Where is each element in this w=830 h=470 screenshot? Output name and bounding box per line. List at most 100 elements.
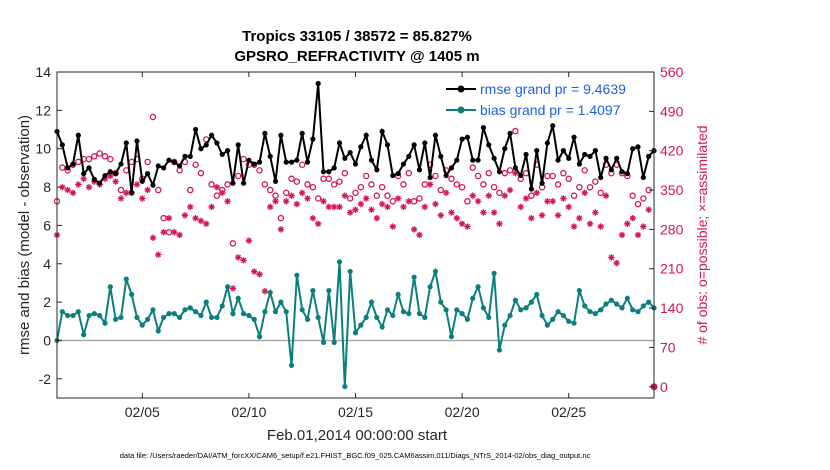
obs-assimilated-marker [133,181,141,188]
rmse-point [614,155,620,161]
obs-assimilated-marker [629,214,636,222]
obs-possible-marker [256,167,263,174]
asterisk-stroke [331,204,337,210]
rmse-point [571,134,577,140]
asterisk-stroke [198,218,204,224]
bias-point [534,291,540,298]
asterisk-stroke [320,198,327,204]
obs-possible-marker [416,195,423,202]
obs-possible-marker [352,189,359,197]
rmse-point [294,157,300,163]
obs-assimilated-marker [373,214,381,222]
bias-point [134,314,140,321]
asterisk-stroke [203,221,209,227]
obs-assimilated-marker [107,172,114,180]
obs-assimilated-marker [501,192,508,199]
y-right-tick-label: 560 [660,64,684,80]
asterisk-stroke [134,181,140,188]
bias-point [123,276,129,282]
asterisk-stroke [262,288,268,294]
asterisk-stroke [427,181,433,188]
y-right-tick-label: 210 [660,261,684,277]
rmse-point [560,148,566,154]
asterisk-stroke [299,190,305,196]
asterisk-stroke [139,195,145,202]
rmse-point [176,163,183,169]
y-axis-right-label: # of obs: o=possible; ×=assimilated [694,125,710,344]
rmse-point [603,155,609,161]
bias-point [224,284,231,290]
rmse-point [523,151,529,158]
obs-assimilated-marker [624,220,631,227]
bias-point [486,314,492,321]
asterisk-stroke [608,254,615,261]
rmse-point [145,171,151,177]
data-file-footer: data file: /Users/raeder/DAI/ATM_forcXX/… [120,451,591,460]
bias-point [219,303,225,309]
obs-possible-marker [528,192,535,199]
rmse-point [608,167,614,173]
obs-assimilated-marker [576,214,583,222]
rmse-point [480,125,487,131]
bias-point [603,301,609,307]
asterisk-stroke [582,190,588,196]
asterisk-stroke [235,254,241,261]
rmse-point [224,148,231,154]
bias-point [256,334,263,340]
bias-point [528,299,535,305]
rmse-point [192,126,199,133]
rmse-point [86,165,92,171]
obs-assimilated-marker [346,209,354,216]
obs-assimilated-marker [426,181,434,188]
asterisk-stroke [294,201,300,207]
legend-label-bias: bias grand pr = 1.4097 [480,102,621,118]
bias-point [65,312,71,319]
y-right-tick-label: 140 [660,300,684,316]
y-right-tick-label: 0 [660,379,668,395]
asterisk-stroke [59,184,66,190]
y-right-tick-label: 490 [660,103,684,119]
bias-point [523,305,529,311]
asterisk-stroke [645,207,652,213]
x-axis: 02/05 02/10 02/15 02/20 02/25 [125,72,586,420]
rmse-point [454,157,460,163]
obs-possible-marker [405,169,413,177]
y-tick-label: 2 [43,294,51,310]
asterisk-stroke [486,192,492,199]
asterisk-stroke [208,204,215,210]
obs-assimilated-marker [634,231,642,239]
asterisk-stroke [224,198,231,204]
bias-point [107,284,113,290]
bias-point [59,309,65,315]
rmse-point [331,165,337,171]
asterisk-stroke [86,184,92,190]
asterisk-stroke [603,192,609,199]
asterisk-stroke [464,223,471,230]
bias-point [587,309,593,315]
rmse-point [150,182,156,188]
rmse-point [555,157,561,163]
obs-assimilated-marker [496,220,503,227]
bias-point [614,301,620,307]
obs-assimilated-marker [549,198,556,205]
bias-point [70,312,76,319]
obs-possible-marker [501,169,508,177]
bias-point [347,268,353,275]
rmse-point [422,140,428,146]
obs-possible-marker [560,169,567,177]
legend-marker-bias [457,106,465,114]
bias-point [555,309,561,315]
asterisk-stroke [368,207,375,213]
rmse-point [102,172,108,179]
obs-possible-marker [96,150,103,157]
obs-possible-marker [570,192,578,199]
obs-assimilated-marker [304,195,311,202]
obs-assimilated-marker [298,189,306,197]
bias-point [288,362,295,368]
asterisk-stroke [443,190,449,196]
y-tick-label: 8 [43,179,51,195]
rmse-point [427,174,433,181]
obs-assimilated-marker [432,200,439,208]
obs-possible-marker [453,181,461,188]
bias-point [102,320,108,326]
